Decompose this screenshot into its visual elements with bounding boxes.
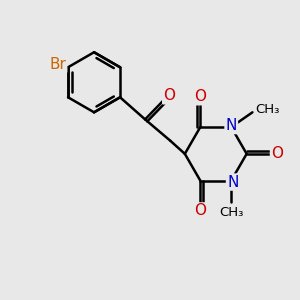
Text: O: O <box>194 89 206 104</box>
Text: Br: Br <box>49 57 66 72</box>
Text: O: O <box>271 146 283 161</box>
Text: CH₃: CH₃ <box>219 206 243 219</box>
Text: N: N <box>227 175 238 190</box>
Text: N: N <box>226 118 237 133</box>
Text: O: O <box>163 88 175 103</box>
Text: O: O <box>194 203 206 218</box>
Text: CH₃: CH₃ <box>255 103 280 116</box>
